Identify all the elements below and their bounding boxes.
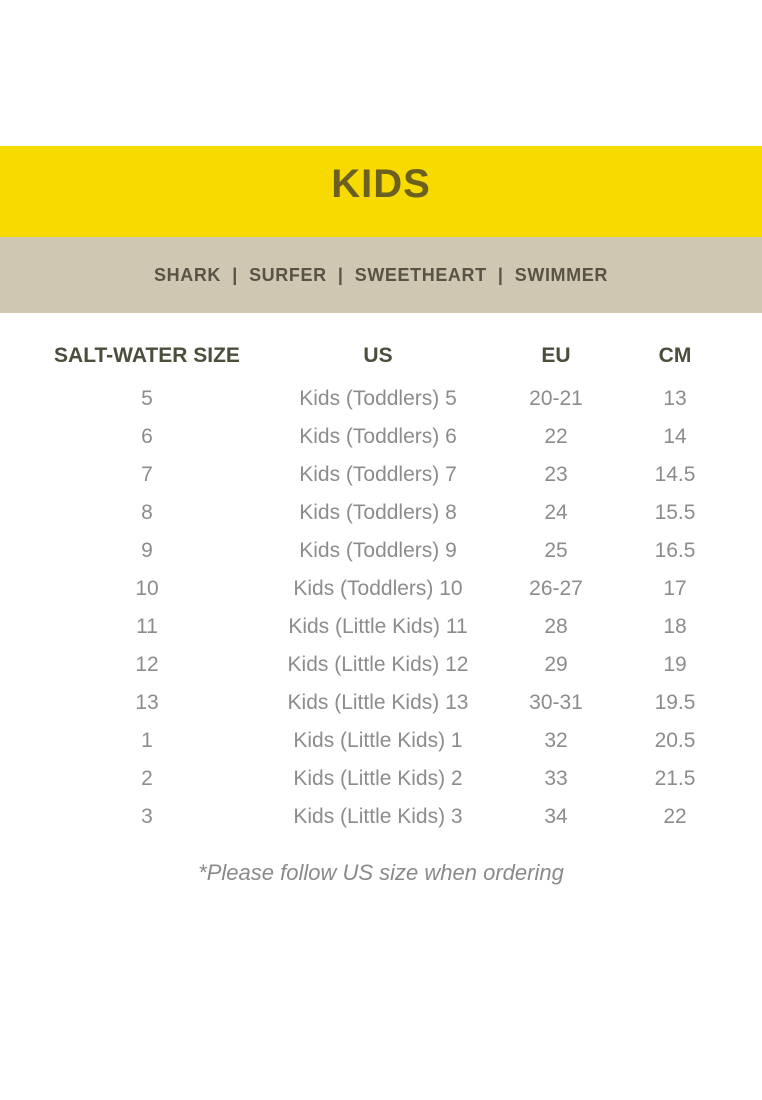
table-row: 1 Kids (Little Kids) 1 32 20.5 <box>40 722 740 760</box>
table-cell: 20-21 <box>529 387 583 410</box>
table-cell: 13 <box>135 691 159 714</box>
table-cell: 32 <box>544 729 568 752</box>
table-cell: 21.5 <box>654 767 696 790</box>
table-cell: Kids (Toddlers) 6 <box>299 425 457 448</box>
table-cell: Kids (Little Kids) 2 <box>293 767 463 790</box>
table-cell: 20.5 <box>654 729 696 752</box>
table-cell: 30-31 <box>529 691 583 714</box>
table-cell: 1 <box>141 729 153 752</box>
table-cell: 11 <box>136 615 158 638</box>
table-cell: 10 <box>135 577 159 600</box>
banner-title: KIDS <box>331 162 431 206</box>
table-cell: 14 <box>663 425 687 448</box>
table-cell: Kids (Little Kids) 1 <box>293 729 463 752</box>
table-cell: Kids (Little Kids) 11 <box>288 615 468 638</box>
column-header-eu: EU <box>541 344 571 367</box>
column-header-us: US <box>363 344 393 367</box>
table-cell: 8 <box>141 501 153 524</box>
size-table: SALT-WATER SIZE US EU CM 5 Kids (Toddlers… <box>0 313 762 836</box>
table-cell: Kids (Little Kids) 3 <box>293 805 463 828</box>
table-row: 2 Kids (Little Kids) 2 33 21.5 <box>40 760 740 798</box>
table-cell: 23 <box>544 463 568 486</box>
table-cell: 13 <box>663 387 687 410</box>
category-list: SHARK | SURFER | SWEETHEART | SWIMMER <box>154 264 608 285</box>
table-cell: 2 <box>141 767 153 790</box>
table-cell: 9 <box>141 539 153 562</box>
category-bar: SHARK | SURFER | SWEETHEART | SWIMMER <box>0 237 762 313</box>
table-cell: Kids (Little Kids) 13 <box>287 691 469 714</box>
table-cell: 16.5 <box>654 539 696 562</box>
table-body: 5 Kids (Toddlers) 5 20-21 13 6 Kids (Toddlers… <box>0 380 762 836</box>
table-cell: Kids (Toddlers) 10 <box>293 577 463 600</box>
table-cell: Kids (Little Kids) 12 <box>287 653 469 676</box>
table-header-row: SALT-WATER SIZE US EU CM <box>40 340 740 372</box>
table-cell: 15.5 <box>654 501 696 524</box>
table-row: 12 Kids (Little Kids) 12 29 19 <box>40 646 740 684</box>
table-cell: Kids (Toddlers) 5 <box>299 387 457 410</box>
table-cell: 29 <box>544 653 568 676</box>
table-cell: 22 <box>663 805 687 828</box>
table-cell: 7 <box>141 463 153 486</box>
column-header-cm: CM <box>658 344 692 367</box>
table-cell: 19 <box>663 653 687 676</box>
table-cell: 18 <box>663 615 687 638</box>
table-row: 13 Kids (Little Kids) 13 30-31 19.5 <box>40 684 740 722</box>
table-cell: 26-27 <box>529 577 583 600</box>
table-row: 7 Kids (Toddlers) 7 23 14.5 <box>40 456 740 494</box>
kids-banner: KIDS <box>0 146 762 237</box>
table-cell: 33 <box>544 767 568 790</box>
table-row: 5 Kids (Toddlers) 5 20-21 13 <box>40 380 740 418</box>
table-row: 8 Kids (Toddlers) 8 24 15.5 <box>40 494 740 532</box>
table-cell: 22 <box>544 425 568 448</box>
table-cell: 24 <box>544 501 568 524</box>
table-cell: 34 <box>544 805 568 828</box>
table-row: 9 Kids (Toddlers) 9 25 16.5 <box>40 532 740 570</box>
table-cell: Kids (Toddlers) 8 <box>299 501 457 524</box>
table-row: 10 Kids (Toddlers) 10 26-27 17 <box>40 570 740 608</box>
table-cell: 5 <box>141 387 153 410</box>
table-cell: 3 <box>141 805 153 828</box>
table-cell: Kids (Toddlers) 7 <box>299 463 457 486</box>
table-row: 3 Kids (Little Kids) 3 34 22 <box>40 798 740 836</box>
table-cell: 28 <box>544 615 568 638</box>
table-cell: 19.5 <box>654 691 696 714</box>
column-header-saltwater-size: SALT-WATER SIZE <box>54 344 240 367</box>
table-cell: 12 <box>135 653 159 676</box>
footnote: *Please follow US size when ordering <box>198 860 564 885</box>
table-cell: Kids (Toddlers) 9 <box>299 539 457 562</box>
table-cell: 25 <box>544 539 568 562</box>
table-cell: 6 <box>141 425 153 448</box>
table-cell: 17 <box>663 577 687 600</box>
top-whitespace <box>0 0 762 146</box>
table-cell: 14.5 <box>654 463 696 486</box>
table-row: 6 Kids (Toddlers) 6 22 14 <box>40 418 740 456</box>
table-row: 11 Kids (Little Kids) 11 28 18 <box>40 608 740 646</box>
